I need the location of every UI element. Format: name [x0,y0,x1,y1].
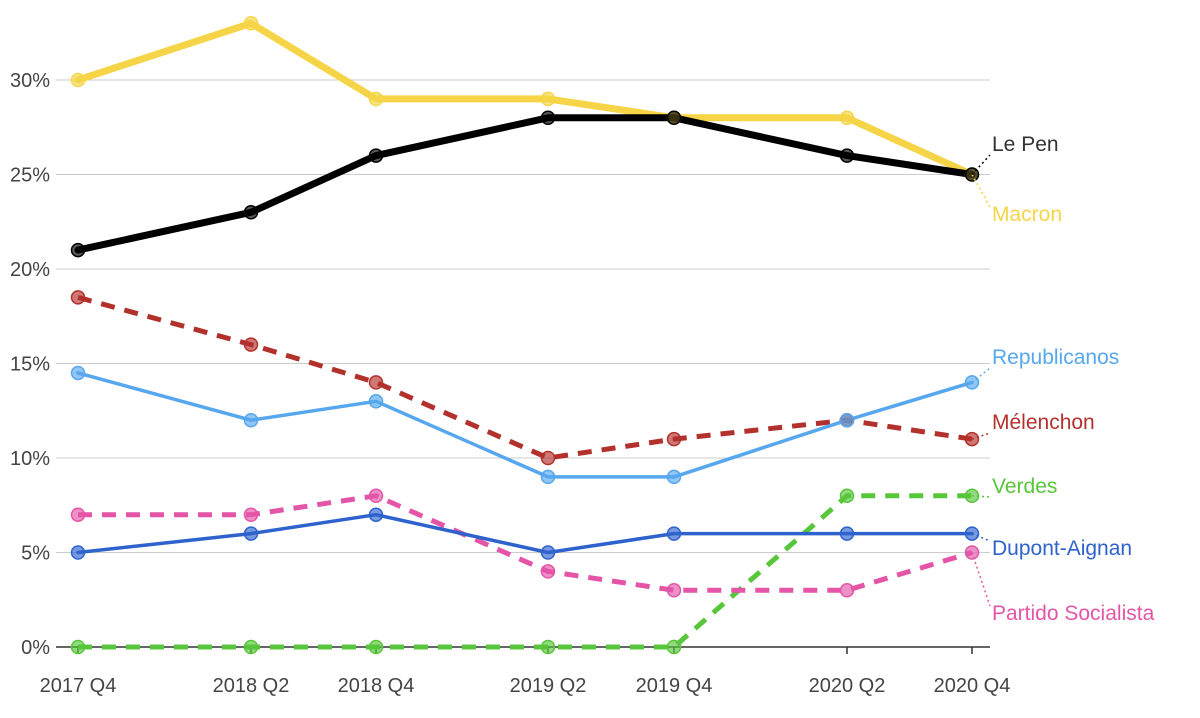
data-point-dupont-aignan[interactable] [70,545,86,560]
data-point-melenchon[interactable] [243,337,259,352]
y-tick-label: 0% [21,637,50,659]
data-point-verdes[interactable] [368,639,384,655]
series-markers [70,16,980,655]
x-tick-label: 2020 Q2 [809,675,886,697]
x-tick-label: 2019 Q2 [510,675,587,697]
data-point-macron[interactable] [243,16,259,31]
data-point-partido-socialista[interactable] [540,564,556,579]
label-leader-verdes [971,495,991,498]
y-tick-label: 10% [10,448,50,470]
data-point-republicanos[interactable] [368,394,384,409]
data-point-republicanos[interactable] [243,412,259,428]
label-leader-dupont-aignan [971,532,991,542]
series-line-verdes [78,493,972,650]
series-label-partido-socialista: Partido Socialista [992,602,1155,625]
data-point-melenchon[interactable] [368,375,384,390]
data-point-verdes[interactable] [540,639,556,655]
series-line-melenchon [77,294,973,461]
series-line-republicanos [76,371,974,479]
series-line-partido-socialista [78,493,973,593]
data-point-melenchon[interactable] [540,450,556,466]
data-point-dupont-aignan[interactable] [839,526,855,541]
x-tick-label: 2017 Q4 [40,675,117,697]
data-point-dupont-aignan[interactable] [368,507,384,522]
data-point-republicanos[interactable] [666,469,682,485]
data-point-macron[interactable] [70,72,86,88]
data-point-verdes[interactable] [243,639,259,655]
label-leader-republicanos [971,367,991,383]
data-point-le-pen[interactable] [368,148,384,163]
y-axis-tick-labels: 0% 5% 10% 15% 20% 25% 30% [10,70,50,659]
data-point-partido-socialista[interactable] [243,507,259,522]
x-tick-label: 2019 Q4 [636,675,713,697]
series-label-melenchon: Mélenchon [992,411,1095,434]
label-leader-melenchon [971,432,991,440]
data-point-dupont-aignan[interactable] [666,526,682,541]
data-point-macron[interactable] [540,91,556,107]
x-axis-tick-labels: 2017 Q4 2018 Q2 2018 Q4 2019 Q2 2019 Q4 2020 … [40,675,1011,697]
series-label-republicanos: Republicanos [992,346,1119,369]
series-line-dupont-aignan [76,512,974,555]
data-point-partido-socialista[interactable] [368,488,384,504]
x-tick-label: 2018 Q4 [338,675,415,697]
data-point-le-pen[interactable] [839,148,855,163]
data-point-le-pen[interactable] [243,205,259,220]
data-point-macron[interactable] [368,91,384,107]
x-tick-label: 2018 Q2 [213,675,290,697]
y-tick-label: 30% [10,70,50,92]
data-point-macron[interactable] [839,110,855,126]
label-leader-partido-socialista [971,552,991,607]
series-label-verdes: Verdes [992,475,1057,498]
data-point-le-pen[interactable] [70,242,86,258]
data-point-verdes[interactable] [666,639,682,655]
data-point-republicanos[interactable] [540,469,556,485]
series-markers-le-pen [70,110,980,258]
y-tick-label: 25% [10,165,50,187]
data-point-partido-socialista[interactable] [70,507,86,522]
data-point-dupont-aignan[interactable] [540,545,556,560]
y-tick-label: 15% [10,354,50,376]
data-point-verdes[interactable] [839,488,855,504]
grid [56,79,990,654]
data-point-dupont-aignan[interactable] [243,526,259,541]
series-label-dupont-aignan: Dupont-Aignan [992,537,1132,560]
label-leader-macron [971,174,991,208]
data-point-melenchon[interactable] [666,431,682,447]
y-tick-label: 5% [21,543,50,565]
series-markers-verdes [70,488,980,655]
series-markers-melenchon [70,290,980,466]
data-point-republicanos[interactable] [839,412,855,428]
series-line-le-pen [74,114,976,254]
y-tick-label: 20% [10,259,50,281]
series-markers-partido-socialista [70,488,980,598]
x-tick-label: 2020 Q4 [934,675,1011,697]
data-point-le-pen[interactable] [540,110,556,126]
series-markers-dupont-aignan [70,507,980,560]
data-point-partido-socialista[interactable] [839,583,855,598]
data-point-republicanos[interactable] [70,365,86,381]
data-point-partido-socialista[interactable] [666,583,682,598]
series-label-macron: Macron [992,203,1062,226]
series-labels: Verdes Partido Socialista Dupont-Aignan Mél… [971,133,1155,625]
data-point-le-pen[interactable] [666,110,682,126]
series-lines [74,19,976,650]
series-label-le-pen: Le Pen [992,133,1059,156]
data-point-melenchon[interactable] [70,290,86,305]
data-point-verdes[interactable] [70,639,86,655]
